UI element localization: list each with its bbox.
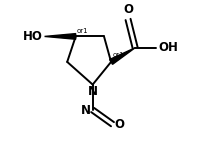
Text: OH: OH	[158, 41, 178, 54]
Text: O: O	[115, 118, 125, 131]
Text: N: N	[88, 85, 98, 98]
Polygon shape	[45, 34, 76, 39]
Text: O: O	[123, 3, 133, 16]
Text: HO: HO	[23, 30, 43, 43]
Text: or1: or1	[113, 52, 124, 58]
Text: N: N	[80, 104, 90, 116]
Polygon shape	[110, 48, 135, 64]
Text: or1: or1	[76, 28, 88, 34]
